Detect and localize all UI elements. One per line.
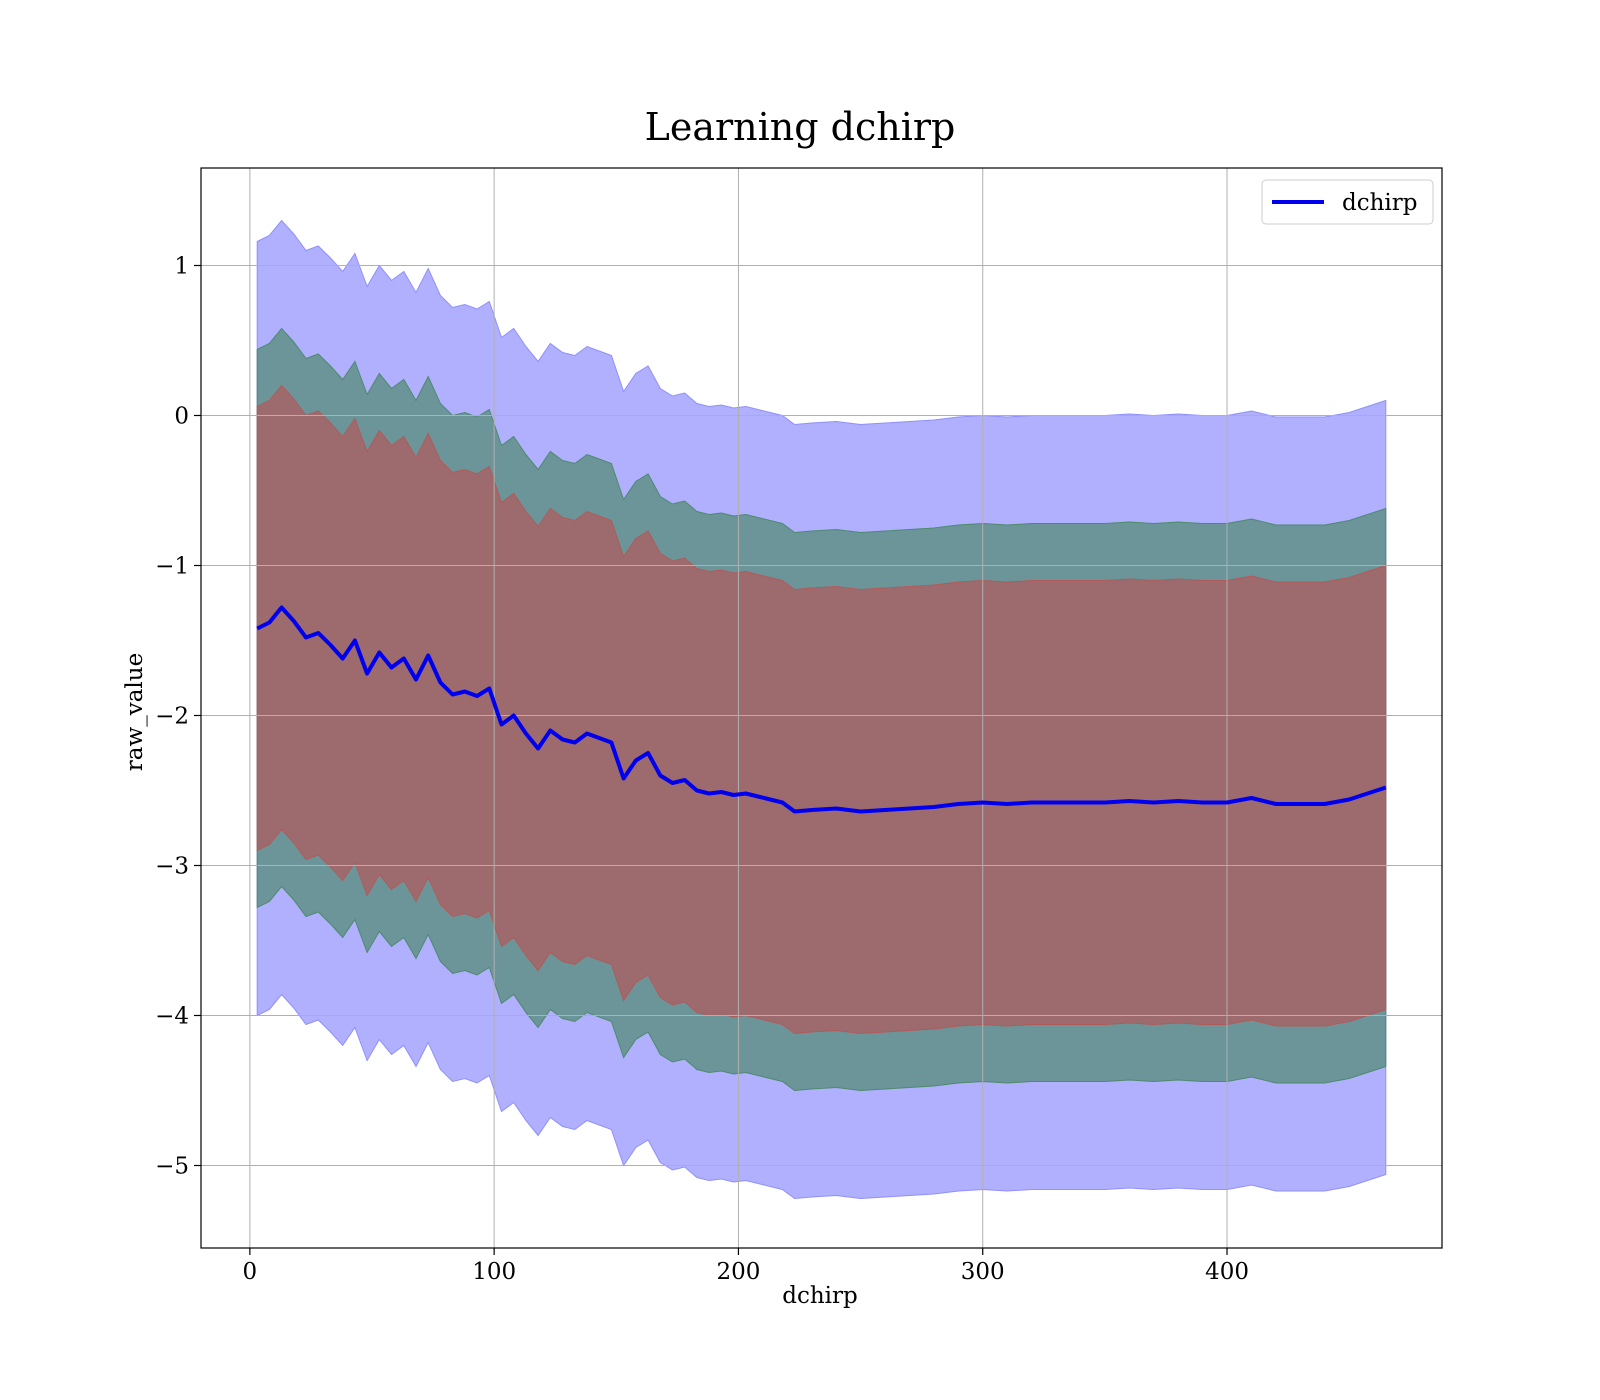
y-tick-label: 1 bbox=[174, 254, 189, 280]
axes-frame bbox=[200, 167, 1443, 1249]
legend-box bbox=[1261, 179, 1434, 225]
y-tick-label: −4 bbox=[155, 1004, 189, 1030]
series-lines bbox=[256, 605, 1387, 814]
x-tick-label: 300 bbox=[961, 1259, 1005, 1285]
y-tick-label: −3 bbox=[155, 854, 189, 880]
y-tick-label: −5 bbox=[155, 1154, 189, 1180]
grid bbox=[201, 168, 1442, 1248]
x-axis-label: dchirp bbox=[782, 1283, 858, 1309]
x-tick-label: 0 bbox=[243, 1259, 258, 1285]
legend-label-dchirp: dchirp bbox=[1342, 190, 1418, 216]
x-tick-label: 200 bbox=[716, 1259, 760, 1285]
band-inner bbox=[256, 384, 1387, 1035]
x-tick-label: 100 bbox=[472, 1259, 516, 1285]
plot-frame bbox=[200, 167, 1443, 1249]
series-line-dchirp bbox=[256, 605, 1387, 814]
x-axis: 0 100 200 300 400 bbox=[243, 1248, 1249, 1285]
legend: dchirp bbox=[1261, 179, 1434, 225]
chart-title: Learning dchirp bbox=[645, 105, 956, 149]
confidence-bands bbox=[256, 219, 1387, 1200]
x-tick-label: 400 bbox=[1205, 1259, 1249, 1285]
y-tick-label: −1 bbox=[155, 554, 189, 580]
y-tick-label: −2 bbox=[155, 704, 189, 730]
y-axis: 1 0 −1 −2 −3 −4 −5 bbox=[155, 254, 201, 1180]
y-axis-label: raw_value bbox=[122, 653, 148, 771]
y-tick-label: 0 bbox=[174, 404, 189, 430]
